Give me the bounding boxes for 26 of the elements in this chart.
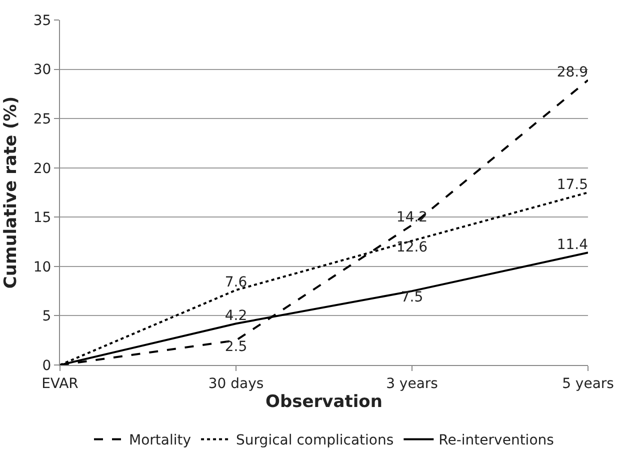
y-tick-label: 25 xyxy=(33,111,52,128)
legend-label: Surgical complications xyxy=(236,432,394,449)
y-tick-label: 10 xyxy=(33,259,52,276)
y-tick-label: 0 xyxy=(42,358,52,374)
legend-label: Mortality xyxy=(129,432,192,449)
data-label: 4.2 xyxy=(224,308,248,324)
data-label: 11.4 xyxy=(556,237,588,254)
data-label: 7.5 xyxy=(400,290,424,306)
x-tick-label: 5 years xyxy=(562,376,614,392)
data-label: 17.5 xyxy=(556,177,588,193)
data-label: 7.6 xyxy=(224,274,248,291)
x-tick-label: 30 days xyxy=(208,376,264,392)
y-axis-title: Cumulative rate (%) xyxy=(1,96,21,289)
data-label: 12.6 xyxy=(396,239,428,256)
x-tick-label: EVAR xyxy=(42,376,79,392)
y-tick-label: 15 xyxy=(33,210,52,226)
y-tick-label: 20 xyxy=(33,160,52,177)
y-tick-label: 5 xyxy=(42,308,52,325)
y-tick-label: 30 xyxy=(33,62,52,78)
x-tick-label: 3 years xyxy=(386,376,438,392)
x-axis-title: Observation xyxy=(266,392,382,412)
data-label: 14.2 xyxy=(396,210,428,226)
legend-label: Re-interventions xyxy=(438,432,554,449)
data-label: 28.9 xyxy=(556,64,588,81)
data-label: 2.5 xyxy=(224,338,248,355)
y-tick-label: 35 xyxy=(33,12,52,29)
